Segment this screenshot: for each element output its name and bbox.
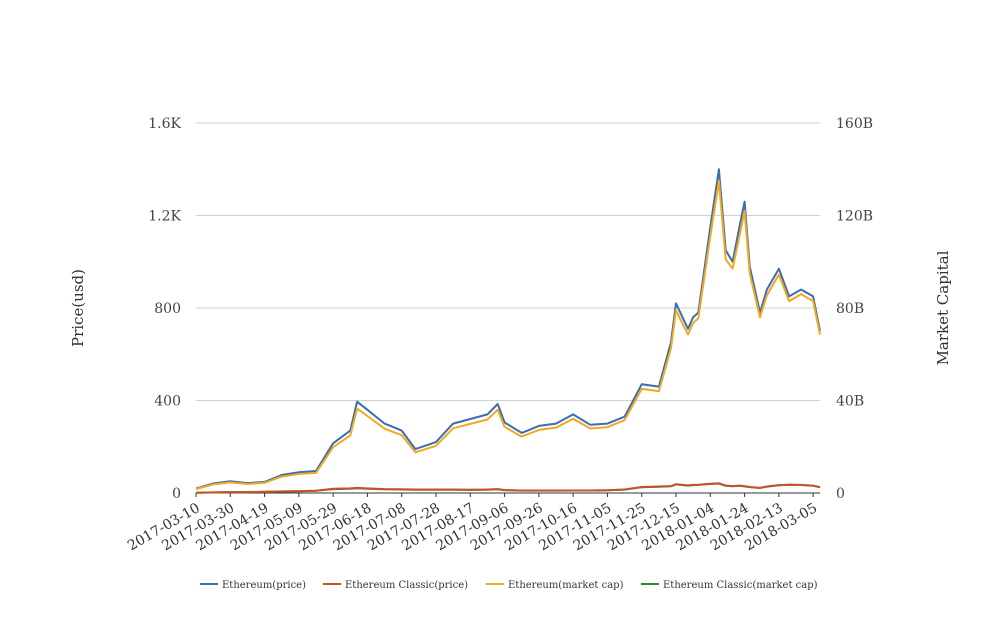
gridlines — [196, 122, 820, 494]
y-axis-left: 0 400 800 1.2K 1.6K — [148, 116, 181, 502]
y2-tick-label: 80B — [836, 301, 864, 317]
series-group — [195, 168, 821, 494]
y2-axis-title: Market Capital — [934, 250, 952, 365]
x-axis: 2017-03-102017-03-302017-04-192017-05-09… — [125, 493, 820, 554]
y2-tick-label: 160B — [836, 116, 873, 132]
y-axis-right: 0 40B 80B 120B 160B — [836, 116, 873, 502]
series-line-ethereum-price — [195, 168, 821, 490]
y-tick-label: 1.6K — [148, 116, 181, 132]
y-tick-label: 0 — [172, 486, 181, 502]
legend-label: Ethereum Classic(price) — [345, 580, 468, 591]
y2-tick-label: 40B — [836, 394, 864, 410]
legend-label: Ethereum Classic(market cap) — [663, 580, 818, 591]
y-tick-label: 1.2K — [148, 209, 181, 225]
legend: Ethereum(price) Ethereum Classic(price) Et… — [200, 580, 818, 591]
y2-tick-label: 120B — [836, 209, 873, 225]
series-line-ethereum-classic-price — [195, 482, 821, 494]
y-axis-title: Price(usd) — [69, 269, 87, 347]
series-line-ethereum-market-cap — [195, 179, 821, 491]
legend-label: Ethereum(price) — [222, 580, 306, 591]
y-tick-label: 400 — [154, 394, 181, 410]
y2-tick-label: 0 — [836, 486, 845, 502]
y-tick-label: 800 — [154, 301, 181, 317]
legend-label: Ethereum(market cap) — [508, 580, 624, 591]
